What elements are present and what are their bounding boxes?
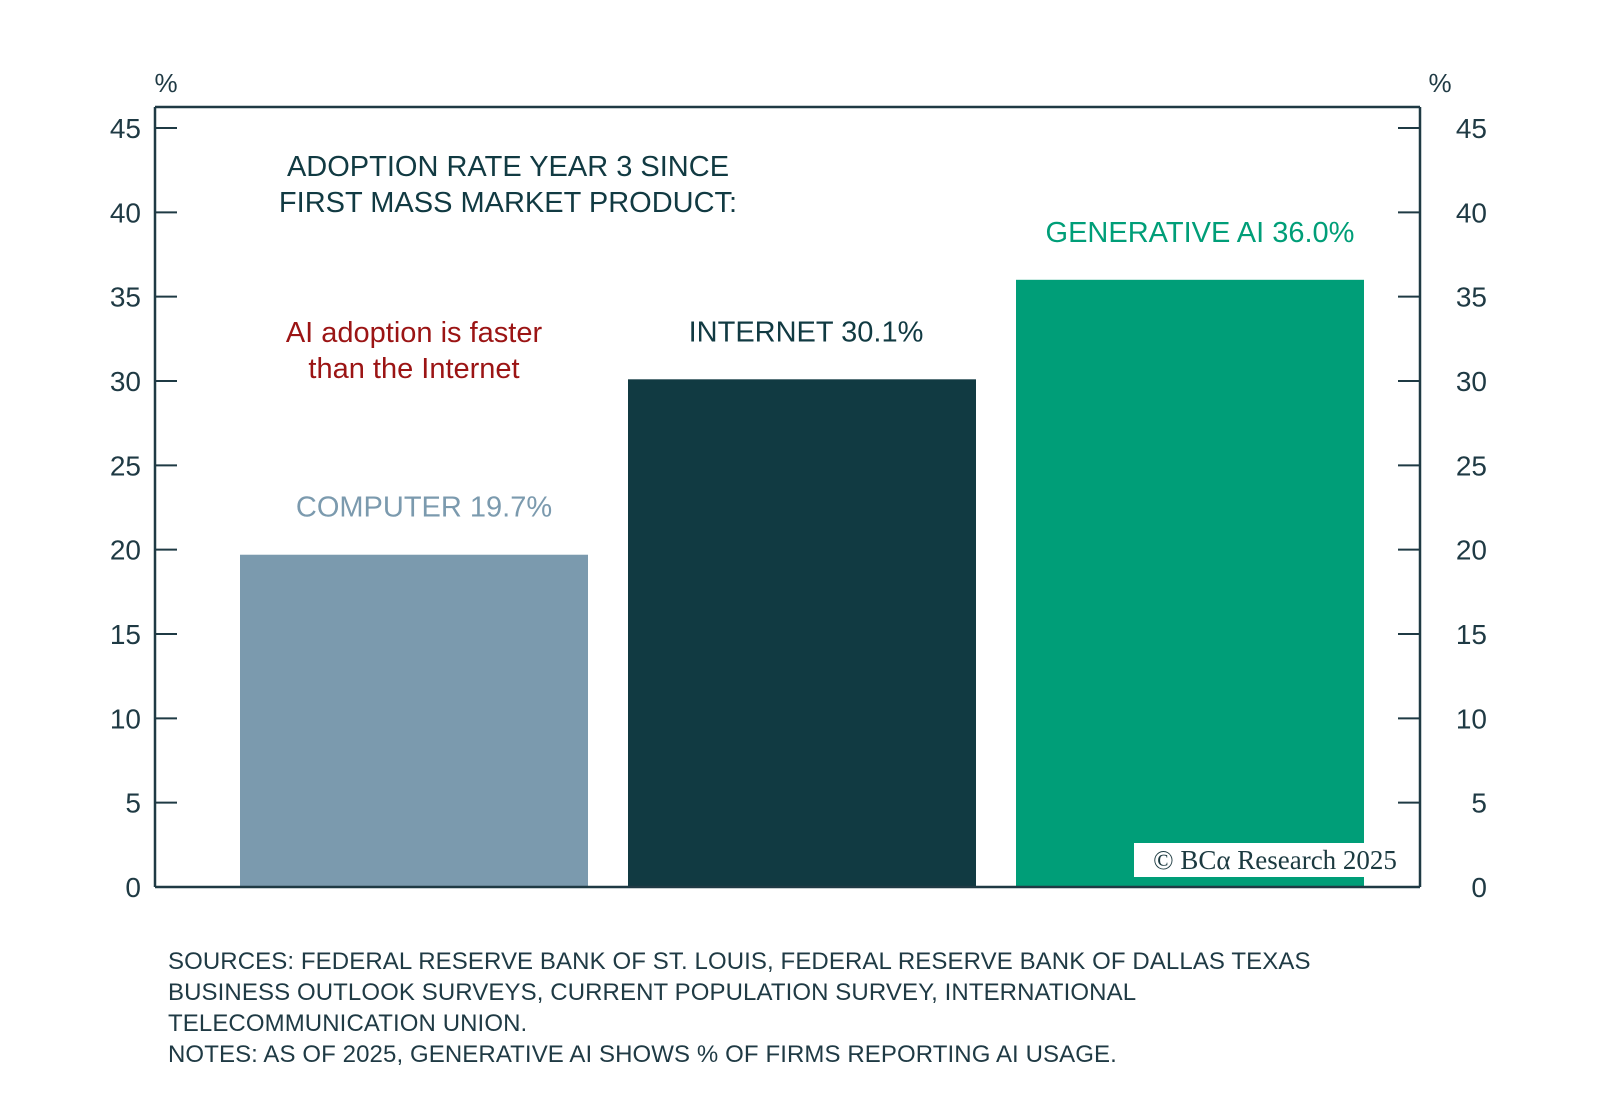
- left-tick-label: 20: [110, 535, 141, 566]
- bar-label: COMPUTER 19.7%: [296, 492, 552, 524]
- annotation-line: than the Internet: [308, 353, 519, 385]
- bar-internet: [628, 379, 976, 887]
- bar-label: GENERATIVE AI 36.0%: [1046, 217, 1355, 249]
- notes-line: TELECOMMUNICATION UNION.: [168, 1010, 528, 1037]
- bar-computer: [240, 554, 588, 887]
- right-tick-label: 5: [1471, 788, 1487, 819]
- right-tick-label: 45: [1456, 113, 1487, 144]
- chart-notes: SOURCES: FEDERAL RESERVE BANK OF ST. LOU…: [168, 946, 1468, 1070]
- left-tick-label: 10: [110, 703, 141, 734]
- right-axis-unit: %: [1428, 68, 1451, 98]
- left-tick-label: 45: [110, 113, 141, 144]
- right-tick-label: 35: [1456, 282, 1487, 313]
- annotation-line: AI adoption is faster: [286, 317, 543, 349]
- left-tick-label: 15: [110, 619, 141, 650]
- right-tick-label: 25: [1456, 450, 1487, 481]
- right-tick-label: 10: [1456, 703, 1487, 734]
- watermark: © BCα Research 2025: [1153, 845, 1397, 875]
- watermark-background: [1134, 843, 1416, 877]
- left-tick-label: 0: [125, 872, 141, 903]
- bar-generative-ai: [1016, 279, 1364, 887]
- notes-line: BUSINESS OUTLOOK SURVEYS, CURRENT POPULA…: [168, 979, 1137, 1006]
- notes-line: SOURCES: FEDERAL RESERVE BANK OF ST. LOU…: [168, 948, 1311, 975]
- left-tick-label: 30: [110, 366, 141, 397]
- left-tick-label: 40: [110, 197, 141, 228]
- right-tick-label: 20: [1456, 535, 1487, 566]
- chart-title-line: FIRST MASS MARKET PRODUCT:: [279, 187, 737, 219]
- left-axis-unit: %: [154, 68, 177, 98]
- right-tick-label: 40: [1456, 197, 1487, 228]
- left-tick-label: 25: [110, 450, 141, 481]
- left-tick-label: 35: [110, 282, 141, 313]
- left-tick-label: 5: [125, 788, 141, 819]
- notes-line: NOTES: AS OF 2025, GENERATIVE AI SHOWS %…: [168, 1041, 1117, 1068]
- right-tick-label: 30: [1456, 366, 1487, 397]
- right-tick-label: 0: [1471, 872, 1487, 903]
- bar-label: INTERNET 30.1%: [689, 316, 924, 348]
- right-tick-label: 15: [1456, 619, 1487, 650]
- chart-title-line: ADOPTION RATE YEAR 3 SINCE: [287, 151, 729, 183]
